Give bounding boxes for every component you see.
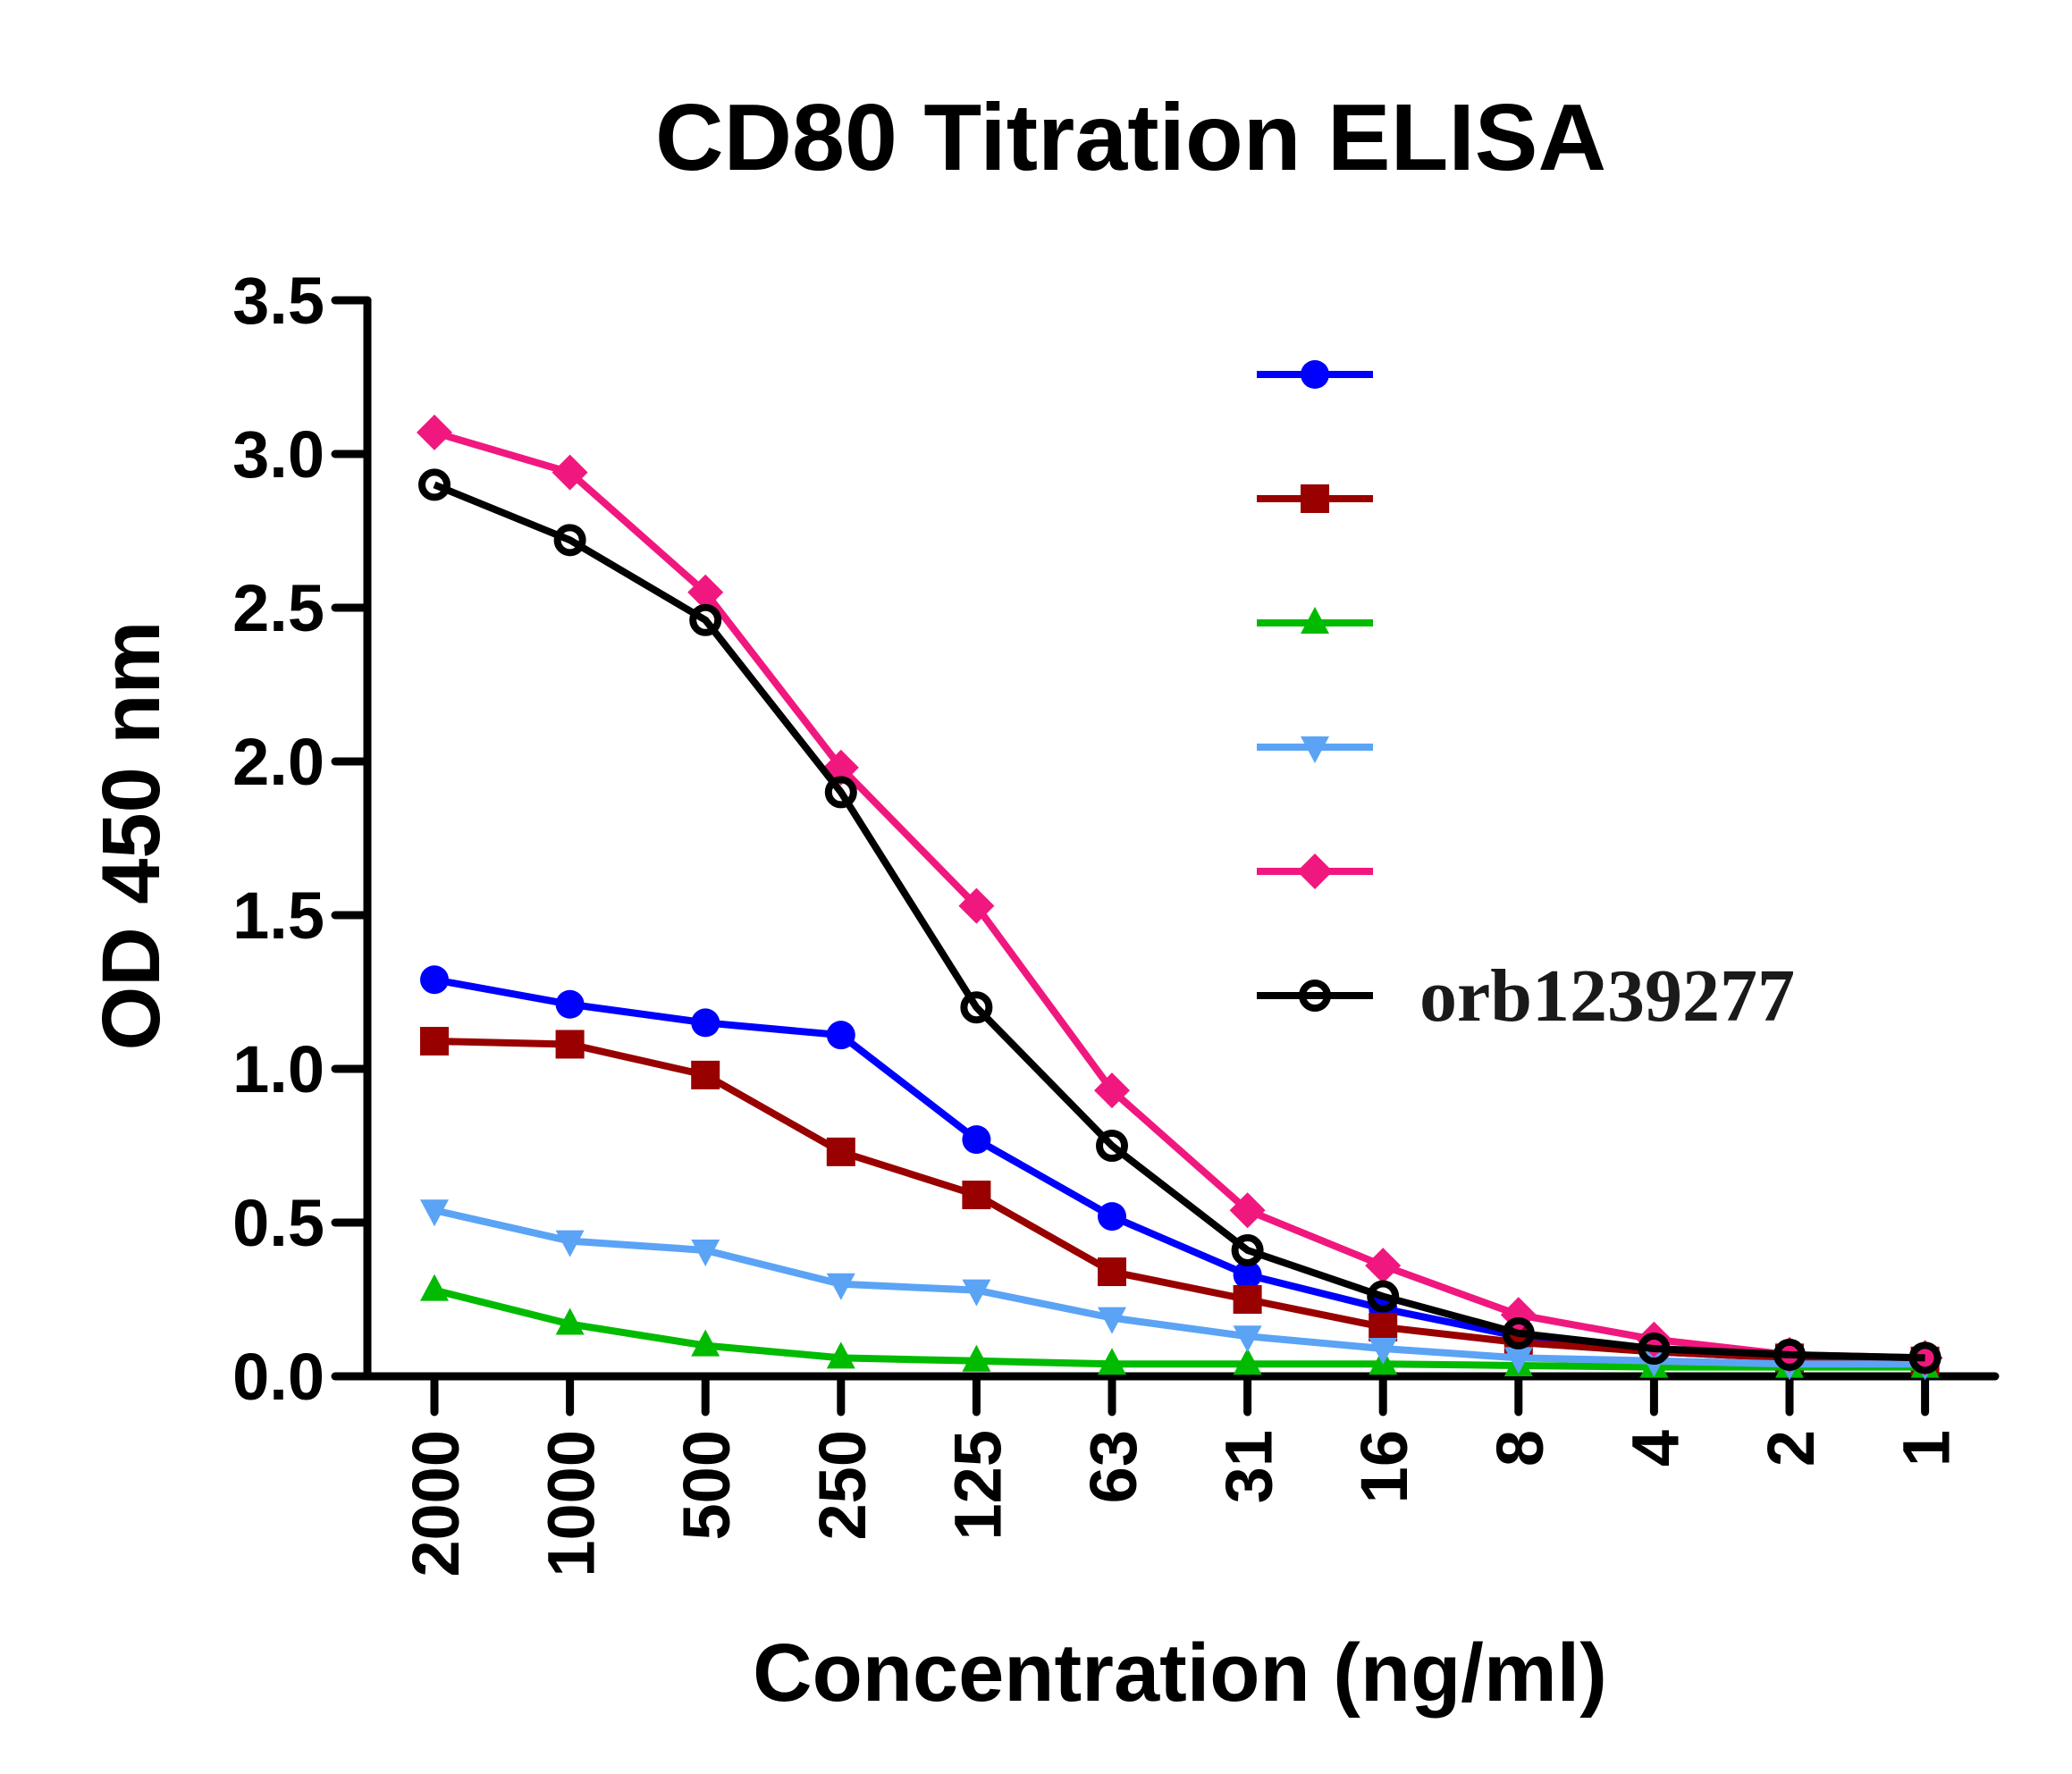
data-point [1367,1280,1400,1313]
y-tick-label: 0.5 [232,1186,324,1260]
data-point [826,1021,855,1050]
data-point [1773,1338,1806,1371]
data-point [962,1125,991,1155]
legend: orb1239277 [1257,360,1795,1038]
data-point [1638,1333,1671,1366]
legend-marker [1301,607,1329,634]
series-line [434,1286,1925,1371]
x-tick-label: 1 [1890,1430,1964,1467]
data-point [555,1030,585,1059]
data-point [826,1341,855,1369]
data-point [418,468,451,501]
data-point [687,574,724,610]
data-point [552,454,588,491]
y-tick-label: 3.5 [232,264,324,338]
x-tick-label: 250 [805,1430,880,1540]
x-tick-label: 1000 [535,1430,609,1577]
data-point [1233,1285,1262,1314]
y-tick-label: 2.0 [232,725,324,799]
series-line [434,1206,1925,1368]
legend-entry [1257,360,1373,389]
y-tick-label: 1.0 [232,1032,324,1106]
x-axis-label: Concentration (ng/ml) [753,1627,1607,1719]
data-point [420,1027,449,1056]
legend-entry [1257,853,1373,889]
legend-label: orb1239277 [1419,954,1795,1038]
data-point [1503,1347,1533,1375]
x-tick-label: 500 [670,1430,744,1540]
data-point [1098,1348,1126,1375]
data-point [691,1329,720,1357]
data-point [1098,1307,1126,1334]
x-tick-label: 63 [1076,1430,1150,1503]
data-point [417,414,452,450]
data-point [1098,1202,1126,1232]
chart-title: CD80 Titration ELISA [655,85,1606,190]
data-point [1098,1257,1126,1287]
data-point [962,1181,991,1210]
y-tick-label: 3.0 [232,417,324,492]
data-point [1365,1248,1402,1284]
data-point [691,1060,720,1089]
x-tick-label: 2000 [399,1430,473,1577]
legend-entry: orb1239277 [1257,954,1795,1038]
x-tick-label: 31 [1212,1430,1286,1503]
series-5 [417,414,1943,1376]
data-point [1094,1072,1130,1109]
data-point [691,1239,720,1266]
legend-entry [1257,736,1373,763]
data-point [1233,1348,1262,1375]
data-point [420,1199,449,1227]
data-point [826,1273,855,1300]
data-point [1096,1130,1128,1162]
legend-marker [1299,979,1331,1012]
data-point [1908,1341,1941,1375]
legend-marker [1301,360,1329,389]
legend-entry [1257,607,1373,634]
data-point [1502,1316,1535,1349]
data-point [1231,1233,1264,1266]
data-point [420,1274,449,1301]
data-point [689,603,722,636]
data-point [1233,1260,1262,1290]
x-tick-label: 125 [940,1430,1015,1540]
data-point [555,1307,585,1335]
legend-marker [1297,853,1333,889]
data-point [420,965,449,995]
data-point [962,1279,991,1307]
data-point [691,1008,720,1038]
data-point [826,1137,855,1166]
data-point [553,524,586,557]
legend-marker [1301,736,1329,763]
data-point [962,1344,991,1372]
x-tick-label: 2 [1754,1430,1828,1467]
data-point [555,1230,585,1257]
data-point [958,887,995,924]
data-point [1229,1192,1266,1229]
data-point [1369,1338,1398,1366]
series-line [433,481,1925,1362]
data-point [1233,1325,1262,1353]
data-point [960,991,993,1024]
legend-entry [1257,484,1373,513]
legend-marker [1301,484,1329,513]
x-tick-label: 8 [1483,1430,1557,1467]
y-tick-label: 2.5 [232,571,324,645]
series-line [433,429,1925,1362]
data-point [1369,1312,1398,1341]
plot-area [417,414,1943,1381]
data-point [824,776,857,809]
y-axis-label: OD 450 nm [86,621,177,1051]
x-tick-label: 16 [1347,1430,1421,1503]
y-tick-label: 0.0 [232,1340,324,1414]
x-tick-label: 4 [1618,1430,1692,1467]
y-tick-label: 1.5 [232,879,324,953]
series-6 [418,468,1941,1375]
data-point [555,989,585,1019]
